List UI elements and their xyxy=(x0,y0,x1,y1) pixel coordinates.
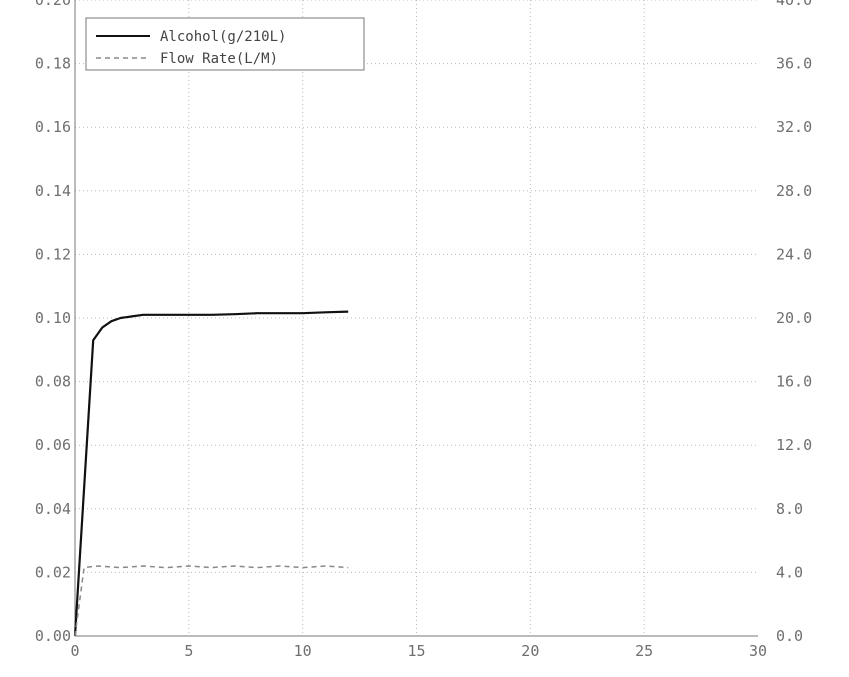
y-right-tick-label: 24.0 xyxy=(776,245,812,263)
y-right-tick-label: 16.0 xyxy=(776,373,812,391)
x-tick-label: 5 xyxy=(184,642,193,660)
y-right-tick-label: 36.0 xyxy=(776,55,812,73)
y-left-tick-label: 0.18 xyxy=(35,55,71,73)
x-tick-label: 10 xyxy=(294,642,312,660)
x-tick-label: 25 xyxy=(635,642,653,660)
y-left-tick-label: 0.16 xyxy=(35,118,71,136)
y-right-tick-label: 12.0 xyxy=(776,436,812,454)
y-left-tick-label: 0.04 xyxy=(35,500,71,518)
y-right-tick-label: 4.0 xyxy=(776,563,803,581)
y-left-tick-label: 0.06 xyxy=(35,436,71,454)
y-right-tick-label: 8.0 xyxy=(776,500,803,518)
axis-layer xyxy=(74,0,758,637)
y-left-tick-label: 0.08 xyxy=(35,373,71,391)
x-tick-label: 15 xyxy=(407,642,425,660)
grid-layer xyxy=(75,0,758,636)
y-right-tick-label: 32.0 xyxy=(776,118,812,136)
y-left-tick-label: 0.02 xyxy=(35,563,71,581)
series-line-alcohol xyxy=(73,310,349,637)
y-right-tick-label: 20.0 xyxy=(776,309,812,327)
legend-label-alcohol: Alcohol(g/210L) xyxy=(160,29,286,45)
x-tick-label: 0 xyxy=(70,642,79,660)
x-tick-label: 20 xyxy=(521,642,539,660)
y-left-tick-label: 0.12 xyxy=(35,245,71,263)
legend-box xyxy=(85,17,365,71)
y-left-tick-label: 0.10 xyxy=(35,309,71,327)
legend-label-flow-rate: Flow Rate(L/M) xyxy=(160,51,278,67)
tick-labels: 0.000.020.040.060.080.100.120.140.160.18… xyxy=(35,0,812,660)
y-left-tick-label: 0.14 xyxy=(35,182,71,200)
series-layer xyxy=(73,310,349,637)
y-right-tick-label: 28.0 xyxy=(776,182,812,200)
y-right-tick-label: 40.0 xyxy=(776,0,812,9)
y-left-tick-label: 0.20 xyxy=(35,0,71,9)
y-left-tick-label: 0.00 xyxy=(35,627,71,645)
x-tick-label: 30 xyxy=(749,642,767,660)
y-right-tick-label: 0.0 xyxy=(776,627,803,645)
series-line-flow-rate xyxy=(74,565,349,637)
legend: Alcohol(g/210L) Flow Rate(L/M) xyxy=(85,17,365,71)
